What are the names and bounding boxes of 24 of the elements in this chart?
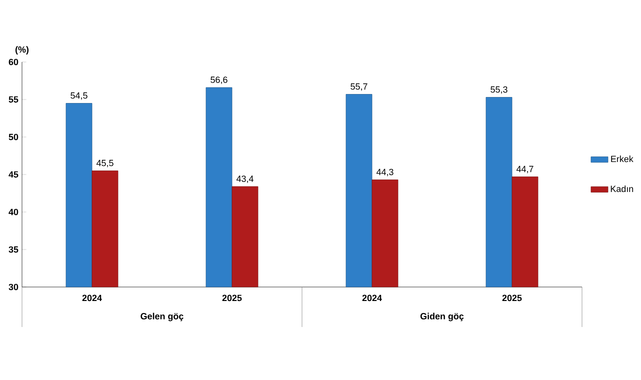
data-label: 56,6 <box>210 76 228 84</box>
x-tick-label: 2025 <box>222 294 242 302</box>
y-tick-label: 30 <box>8 284 18 290</box>
y-tick-label: 55 <box>8 96 18 103</box>
text: Giden göç <box>420 312 464 322</box>
y-tick-label: 60 <box>8 58 18 66</box>
data-label: 54,5 <box>70 92 88 100</box>
data-label: 44,3 <box>376 168 394 176</box>
data-label: 55,3 <box>490 86 508 94</box>
y-axis-title: (%) <box>15 46 29 54</box>
legend-label: Kadın <box>610 185 634 192</box>
data-label: 43,4 <box>236 176 254 183</box>
y-tick-label: 40 <box>8 208 18 216</box>
data-label: 55,7 <box>350 83 368 91</box>
x-tick-label: 2024 <box>82 294 102 302</box>
text: Gelen göç <box>140 312 184 322</box>
data-label: 45,5 <box>96 160 114 168</box>
x-tick-label: 2024 <box>362 294 382 302</box>
x-tick-label: 2025 <box>502 294 522 302</box>
legend-label: Erkek <box>611 156 634 162</box>
y-tick-label: 50 <box>8 134 18 140</box>
y-tick-label: 35 <box>8 246 18 253</box>
y-tick-label: 45 <box>8 171 18 178</box>
data-label: 44,7 <box>516 166 534 174</box>
